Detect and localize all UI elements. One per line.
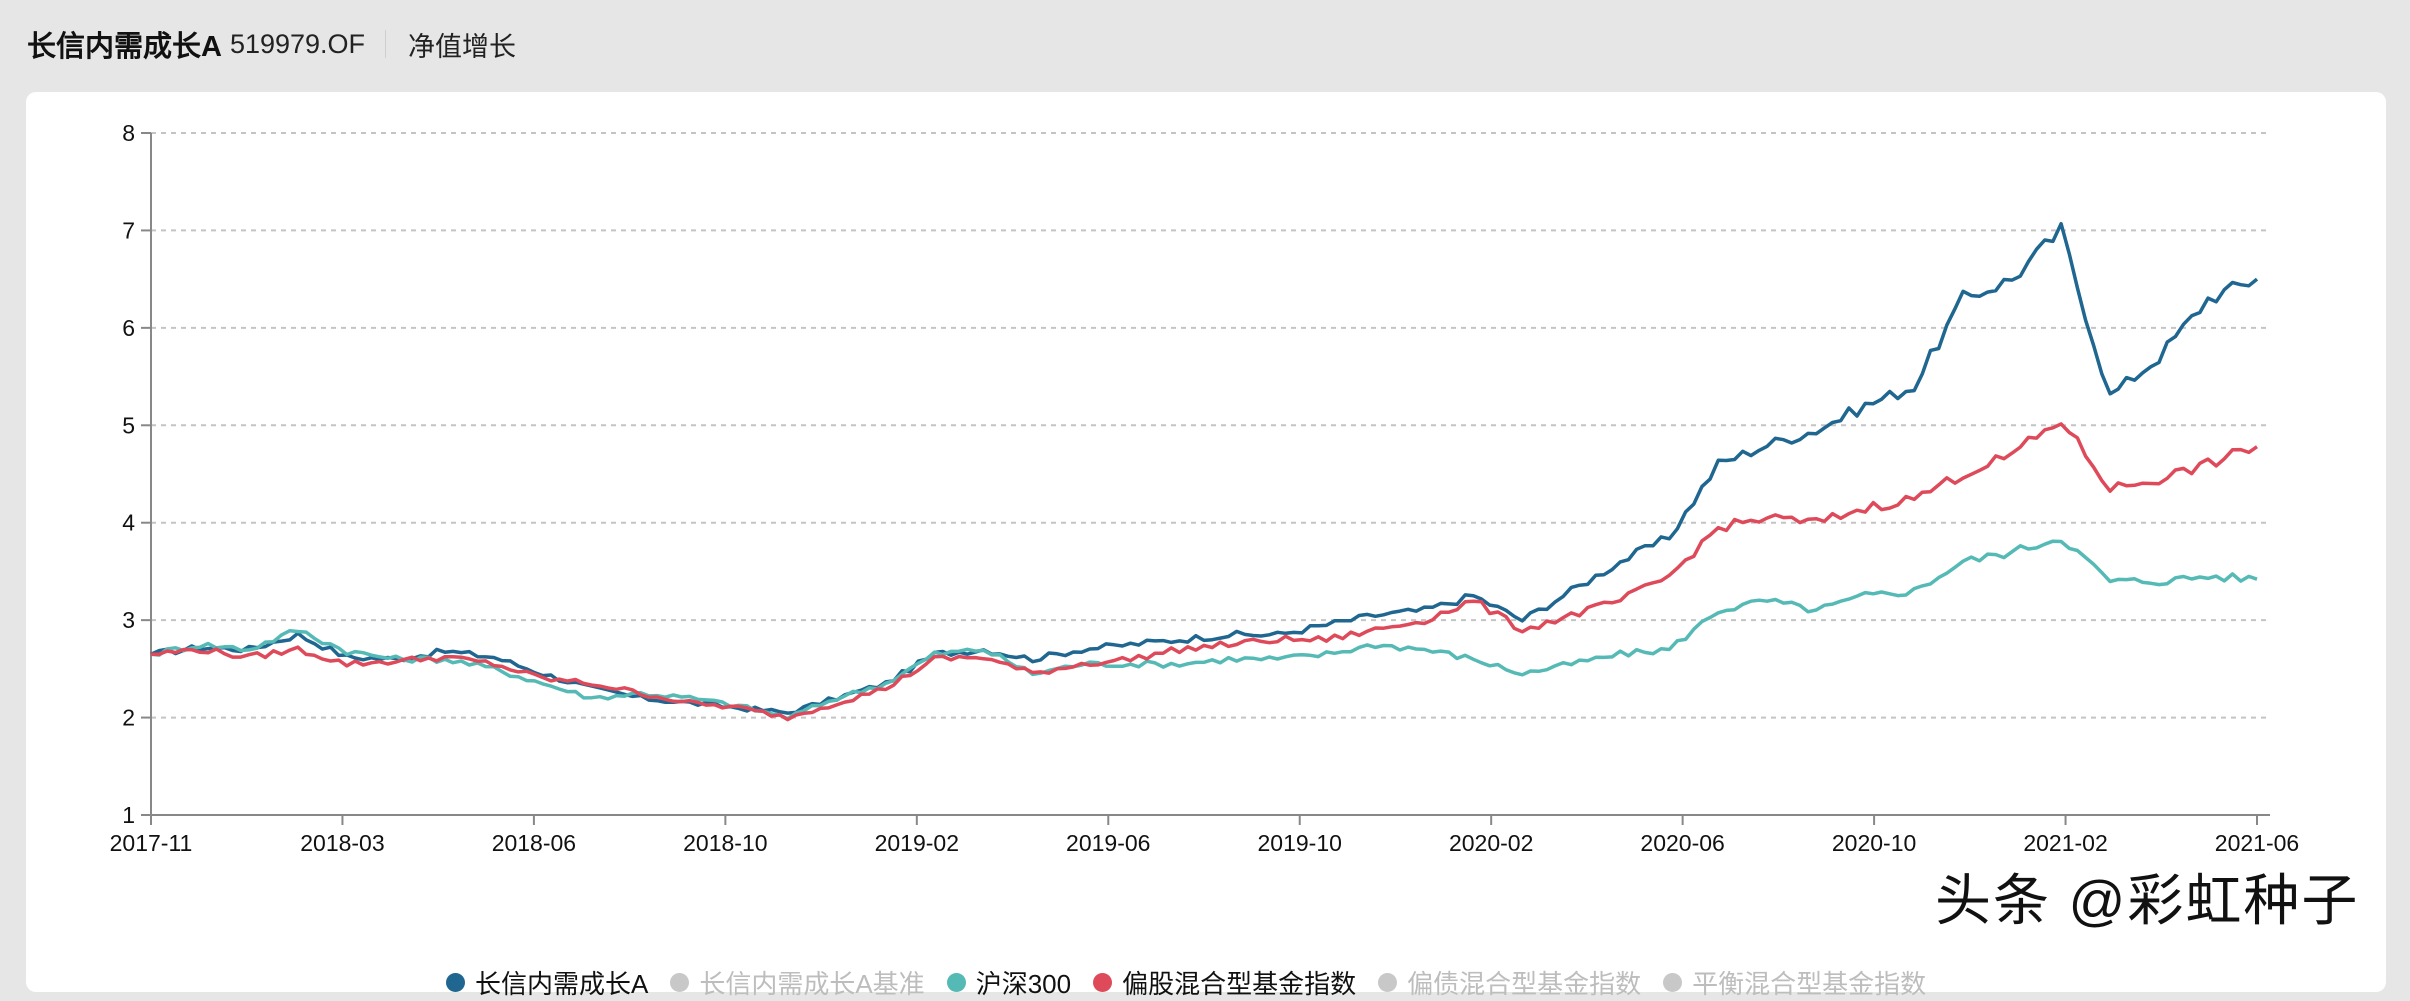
series-line <box>150 221 2259 715</box>
legend-item[interactable]: 长信内需成长A <box>446 964 648 1001</box>
legend-label: 偏股混合型基金指数 <box>1122 968 1357 999</box>
series-lines <box>150 221 2259 722</box>
legend-label: 偏债混合型基金指数 <box>1407 968 1642 999</box>
legend-item[interactable]: 偏债混合型基金指数 <box>1378 964 1641 1001</box>
fund-code: 519979.OF <box>229 28 366 59</box>
y-tick-label: 5 <box>122 412 135 438</box>
gridlines <box>151 132 2270 719</box>
legend-dot-icon <box>446 972 465 992</box>
legend-item[interactable]: 沪深300 <box>946 964 1072 1001</box>
x-tick-label: 2021-06 <box>2215 830 2299 856</box>
x-tick-label: 2021-02 <box>2023 830 2107 856</box>
x-tick-label: 2020-10 <box>1832 830 1916 856</box>
legend-label: 沪深300 <box>975 968 1072 999</box>
legend-item[interactable]: 平衡混合型基金指数 <box>1663 964 1926 1001</box>
legend-label: 长信内需成长A <box>475 968 649 999</box>
legend-dot-icon <box>670 972 690 992</box>
legend-item[interactable]: 偏股混合型基金指数 <box>1093 964 1356 1001</box>
chart-header: 长信内需成长A 519979.OF 净值增长 <box>27 20 516 68</box>
y-tick-label: 1 <box>122 802 135 828</box>
y-tick-label: 6 <box>122 315 135 341</box>
y-tick-label: 3 <box>122 607 135 633</box>
legend-label: 长信内需成长A基准 <box>699 968 925 999</box>
x-tick-label: 2018-06 <box>492 830 576 856</box>
x-tick-label: 2020-06 <box>1640 830 1724 856</box>
series-line <box>150 539 2258 721</box>
chart-legend: 长信内需成长A 长信内需成长A基准 沪深300 偏股混合型基金指数 偏债混合型基金指数 平… <box>446 964 1948 1000</box>
legend-dot-icon <box>946 972 966 992</box>
y-tick-label: 2 <box>122 705 135 731</box>
x-tick-label: 2019-10 <box>1258 830 1342 856</box>
y-axis: 1 2 3 4 5 6 7 8 <box>122 120 152 828</box>
legend-label: 平衡混合型基金指数 <box>1692 968 1927 999</box>
x-tick-label: 2019-02 <box>875 830 959 856</box>
series-line <box>150 422 2258 722</box>
x-axis: 2017-11 2018-03 2018-06 2018-10 2019-02 2019-… <box>110 814 2299 856</box>
y-tick-label: 7 <box>122 217 135 243</box>
y-tick-label: 4 <box>122 510 135 536</box>
header-divider <box>385 30 387 58</box>
x-tick-label: 2019-06 <box>1066 830 1150 856</box>
legend-dot-icon <box>1093 972 1113 992</box>
y-tick-label: 8 <box>122 120 135 146</box>
tab-nav-growth[interactable]: 净值增长 <box>408 31 517 62</box>
x-tick-label: 2017-11 <box>110 830 193 856</box>
x-tick-label: 2020-02 <box>1449 830 1533 856</box>
legend-dot-icon <box>1378 972 1398 992</box>
legend-dot-icon <box>1663 972 1683 992</box>
watermark: 头条 @彩虹种子 <box>1935 869 2360 932</box>
x-tick-label: 2018-10 <box>683 830 767 856</box>
legend-item[interactable]: 长信内需成长A基准 <box>670 964 925 1001</box>
x-tick-label: 2018-03 <box>300 830 384 856</box>
fund-name: 长信内需成长A <box>27 31 222 63</box>
